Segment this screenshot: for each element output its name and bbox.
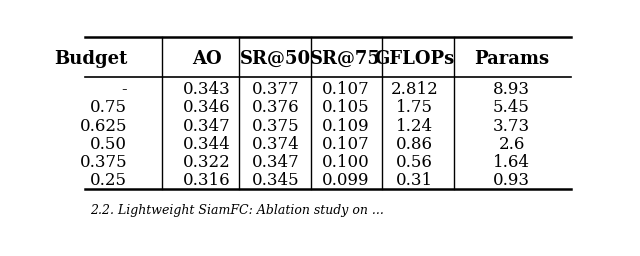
Text: 0.346: 0.346: [182, 100, 230, 116]
Text: 8.93: 8.93: [493, 81, 530, 98]
Text: 0.86: 0.86: [396, 136, 433, 153]
Text: 0.109: 0.109: [321, 118, 369, 135]
Text: 0.107: 0.107: [321, 136, 369, 153]
Text: 1.64: 1.64: [493, 154, 530, 171]
Text: 1.75: 1.75: [396, 100, 433, 116]
Text: 1.24: 1.24: [396, 118, 433, 135]
Text: 0.31: 0.31: [396, 172, 433, 189]
Text: 0.375: 0.375: [79, 154, 127, 171]
Text: 0.107: 0.107: [321, 81, 369, 98]
Text: 0.377: 0.377: [252, 81, 300, 98]
Text: 0.344: 0.344: [182, 136, 230, 153]
Text: 0.343: 0.343: [182, 81, 230, 98]
Text: 0.75: 0.75: [90, 100, 127, 116]
Text: GFLOPs: GFLOPs: [374, 50, 455, 68]
Text: 2.812: 2.812: [391, 81, 438, 98]
Text: 0.625: 0.625: [79, 118, 127, 135]
Text: 0.100: 0.100: [321, 154, 369, 171]
Text: Params: Params: [474, 50, 549, 68]
Text: SR@50: SR@50: [241, 50, 312, 68]
Text: 0.322: 0.322: [182, 154, 230, 171]
Text: 0.25: 0.25: [90, 172, 127, 189]
Text: 2.2. Lightweight SiamFC: Ablation study on ...: 2.2. Lightweight SiamFC: Ablation study …: [90, 204, 384, 217]
Text: -: -: [122, 81, 127, 98]
Text: 0.374: 0.374: [252, 136, 300, 153]
Text: 0.347: 0.347: [252, 154, 300, 171]
Text: 0.345: 0.345: [252, 172, 300, 189]
Text: 0.375: 0.375: [252, 118, 300, 135]
Text: 5.45: 5.45: [493, 100, 530, 116]
Text: 0.56: 0.56: [396, 154, 433, 171]
Text: 0.105: 0.105: [321, 100, 369, 116]
Text: 0.099: 0.099: [322, 172, 369, 189]
Text: 0.93: 0.93: [493, 172, 530, 189]
Text: AO: AO: [191, 50, 221, 68]
Text: SR@75: SR@75: [310, 50, 381, 68]
Text: 0.316: 0.316: [182, 172, 230, 189]
Text: 2.6: 2.6: [499, 136, 525, 153]
Text: 0.347: 0.347: [182, 118, 230, 135]
Text: 0.50: 0.50: [90, 136, 127, 153]
Text: 0.376: 0.376: [252, 100, 300, 116]
Text: Budget: Budget: [54, 50, 127, 68]
Text: 3.73: 3.73: [493, 118, 530, 135]
